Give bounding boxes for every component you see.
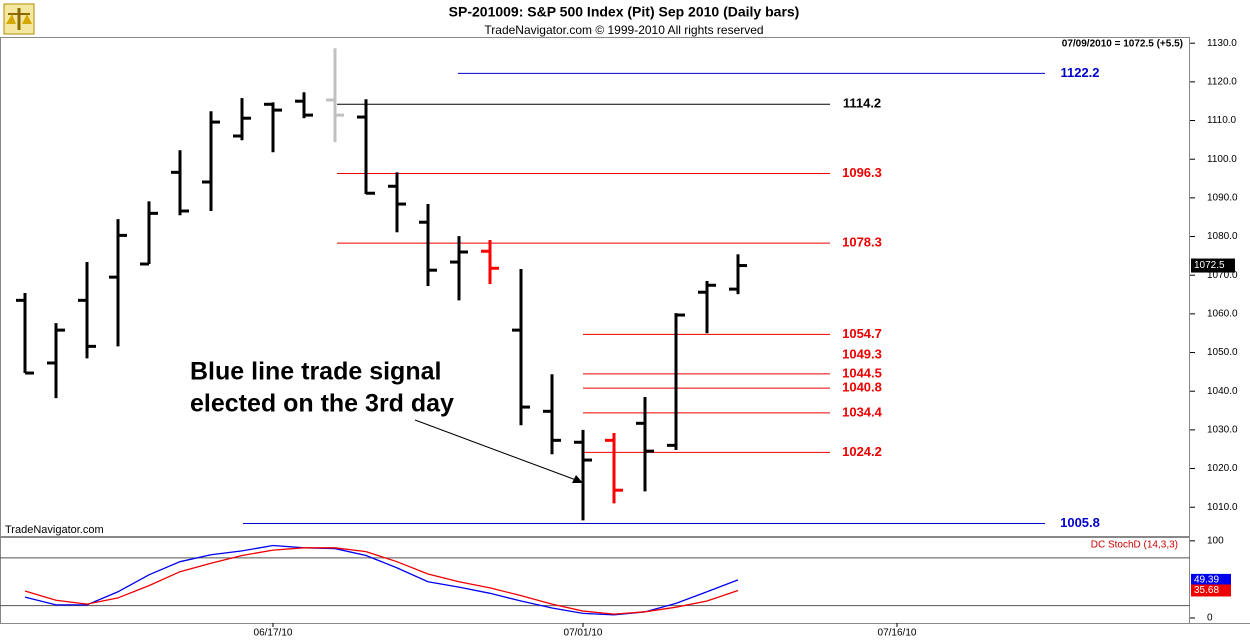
level-label: 1044.5 xyxy=(842,365,882,380)
level-label: 1122.2 xyxy=(1060,65,1099,80)
last-price-label: 1072.5 xyxy=(1194,260,1225,271)
level-label: 1114.2 xyxy=(843,96,881,111)
y-tick-label: 1100.0 xyxy=(1207,154,1237,165)
indicator-line xyxy=(24,547,739,615)
annotation-line: Blue line trade signal xyxy=(190,358,441,386)
app-icon xyxy=(3,3,35,35)
y-tick-label: 1030.0 xyxy=(1207,425,1238,436)
annotation-arrowhead xyxy=(572,475,583,483)
level-label: 1078.3 xyxy=(842,235,882,250)
y-tick-label: 1010.0 xyxy=(1207,502,1238,513)
y-tick-label: 1060.0 xyxy=(1207,309,1238,320)
indicator-tick-label: 100 xyxy=(1207,535,1224,546)
x-tick-label: 07/01/10 xyxy=(564,628,603,639)
level-label: 1049.3 xyxy=(842,347,882,362)
x-tick-label: 07/16/10 xyxy=(878,628,917,639)
level-label: 1096.3 xyxy=(842,165,882,180)
indicator-tick-label: 0 xyxy=(1207,613,1213,624)
indicator-value-label: 49.39 xyxy=(1194,575,1219,586)
y-tick-label: 1050.0 xyxy=(1207,347,1238,358)
indicator-value-box xyxy=(1191,573,1231,586)
indicator-value-label: 35.68 xyxy=(1194,585,1219,596)
level-label: 1034.4 xyxy=(842,404,883,419)
level-label: 1054.7 xyxy=(842,326,882,341)
watermark: TradeNavigator.com xyxy=(5,524,104,536)
y-tick-label: 1120.0 xyxy=(1207,76,1237,87)
y-tick-label: 1020.0 xyxy=(1207,463,1238,474)
y-tick-label: 1090.0 xyxy=(1207,193,1238,204)
y-tick-label: 1040.0 xyxy=(1207,386,1238,397)
last-quote: 07/09/2010 = 1072.5 (+5.5) xyxy=(1062,39,1183,50)
chart-title: SP-201009: S&P 500 Index (Pit) Sep 2010 … xyxy=(449,4,800,20)
y-tick-label: 1130.0 xyxy=(1207,38,1237,49)
x-tick-label: 06/17/10 xyxy=(254,628,293,639)
annotation-arrow xyxy=(414,419,577,481)
y-tick-label: 1070.0 xyxy=(1207,270,1238,281)
y-tick-label: 1110.0 xyxy=(1207,115,1237,126)
level-label: 1024.2 xyxy=(842,444,882,459)
y-tick-label: 1080.0 xyxy=(1207,231,1238,242)
last-price-box xyxy=(1191,258,1235,273)
chart-subtitle: TradeNavigator.com © 1999-2010 All right… xyxy=(484,23,763,37)
indicator-title: DC StochD (14,3,3) xyxy=(1091,540,1178,551)
level-label: 1040.8 xyxy=(842,380,882,395)
price-panel xyxy=(0,37,1190,537)
indicator-value-box xyxy=(1191,584,1231,597)
level-label: 1005.8 xyxy=(1060,515,1100,530)
annotation-line: elected on the 3rd day xyxy=(190,390,454,418)
